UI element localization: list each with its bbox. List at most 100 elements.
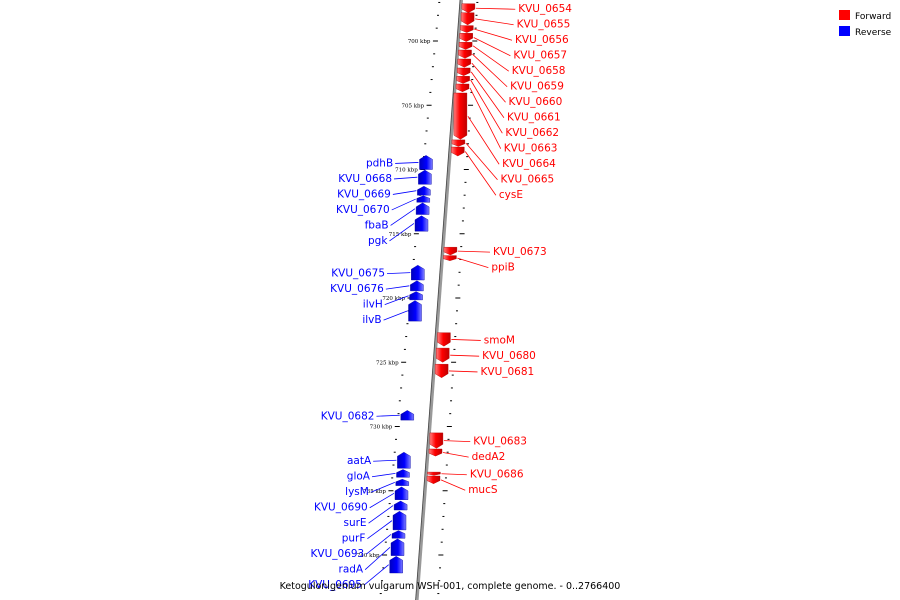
scale-label: 720 kbp	[382, 296, 405, 302]
gene-pgk[interactable]	[414, 215, 429, 232]
gene-label-connector	[471, 62, 506, 103]
gene-kvu-0683[interactable]	[429, 432, 444, 449]
gene-kvu-0673[interactable]	[443, 246, 458, 256]
gene-kvu-0665[interactable]	[451, 139, 466, 147]
gene-label-kvu-0659: KVU_0659	[510, 81, 564, 93]
gene-label-connector	[369, 492, 395, 509]
gene-label-connector	[457, 257, 489, 268]
gene-label-connector	[450, 354, 480, 357]
gene-gloa[interactable]	[396, 469, 410, 478]
gene-deda2[interactable]	[428, 448, 443, 457]
gene-label-kvu-0656: KVU_0656	[515, 34, 569, 46]
gene-label-connector	[391, 198, 416, 211]
gene-kvu-0668[interactable]	[418, 169, 432, 185]
gene-label-ilvh: ilvH	[363, 299, 383, 311]
gene-label-connector	[383, 310, 408, 321]
gene-kvu-0661[interactable]	[457, 67, 471, 76]
gene-label-kvu-0683: KVU_0683	[473, 436, 527, 448]
gene-label-kvu-0693: KVU_0693	[311, 548, 365, 560]
gene-rada[interactable]	[390, 538, 405, 556]
gene-kvu-0682[interactable]	[400, 410, 414, 421]
gene-label-rada: radA	[339, 564, 364, 576]
gene-label-connector	[475, 18, 514, 26]
gene-label-sure: surE	[343, 517, 366, 529]
gene-kvu-0675[interactable]	[411, 264, 425, 281]
gene-label-kvu-0660: KVU_0660	[509, 96, 563, 108]
scale-label: 705 kbp	[401, 103, 424, 109]
gene-label-connector	[376, 414, 400, 417]
gene-label-connector	[449, 370, 478, 373]
gene-kvu-0690[interactable]	[394, 486, 409, 500]
gene-kvu-0693[interactable]	[391, 530, 406, 539]
gene-kvu-0695[interactable]	[389, 556, 403, 574]
gene-kvu-0654[interactable]	[461, 3, 476, 13]
gene-label-connector	[373, 459, 397, 462]
scale-label: 735 kbp	[363, 489, 386, 495]
gene-lysm[interactable]	[395, 478, 409, 486]
gene-label-connector	[442, 452, 469, 458]
genes	[389, 3, 476, 574]
gene-kvu-0681[interactable]	[434, 364, 449, 378]
gene-label-ppib: ppiB	[491, 262, 514, 274]
gene-kvu-0657[interactable]	[459, 33, 473, 42]
gene-label-kvu-0675: KVU_0675	[331, 268, 385, 280]
gene-kvu-0670[interactable]	[416, 195, 430, 203]
gene-ppib[interactable]	[443, 255, 457, 261]
gene-kvu-0658[interactable]	[458, 42, 473, 50]
gene-label-connector	[395, 162, 419, 164]
gene-label-connector	[440, 479, 466, 491]
gene-sure[interactable]	[393, 500, 408, 511]
gene-label-connector	[394, 176, 418, 180]
genome-caption: Ketogulonigenium vulgarum WSH-001, compl…	[280, 581, 621, 592]
gene-cyse[interactable]	[451, 146, 465, 157]
gene-label-connector	[371, 473, 396, 478]
gene-label-connector	[441, 473, 467, 476]
gene-ilvb[interactable]	[408, 300, 422, 322]
gene-labels: KVU_0654 KVU_0655 KVU_0656 KVU_0657 KVU_0658…	[308, 3, 572, 591]
scale-label: 730 kbp	[370, 425, 393, 431]
scale-label: 725 kbp	[376, 360, 399, 366]
scale-label: 740 kbp	[357, 553, 380, 559]
gene-fbab[interactable]	[415, 202, 430, 215]
gene-label-connector	[465, 142, 498, 180]
gene-kvu-0660[interactable]	[457, 58, 471, 68]
gene-purf[interactable]	[392, 511, 407, 531]
gene-kvu-0686[interactable]	[427, 471, 441, 476]
gene-label-purf: purF	[342, 533, 366, 545]
gene-label-aata: aatA	[347, 455, 372, 467]
gene-label-connector	[385, 285, 410, 290]
gene-label-gloa: gloA	[347, 471, 371, 483]
gene-label-connector	[390, 208, 416, 226]
gene-label-kvu-0654: KVU_0654	[518, 3, 572, 15]
gene-pdhb[interactable]	[419, 155, 433, 170]
gene-label-connector	[368, 505, 394, 524]
legend-reverse-label: Reverse	[855, 28, 892, 38]
gene-label-kvu-0664: KVU_0664	[502, 158, 556, 170]
gene-label-connector	[366, 534, 392, 555]
gene-kvu-0669[interactable]	[417, 185, 431, 196]
gene-smom[interactable]	[437, 332, 451, 347]
gene-label-kvu-0680: KVU_0680	[482, 350, 536, 362]
gene-label-kvu-0662: KVU_0662	[505, 127, 559, 139]
gene-kvu-0676[interactable]	[410, 280, 424, 292]
gene-kvu-0664[interactable]	[453, 92, 468, 140]
gene-kvu-0659[interactable]	[458, 49, 472, 59]
gene-kvu-0656[interactable]	[460, 25, 474, 33]
gene-label-fbab: fbaB	[365, 219, 389, 231]
gene-mucs[interactable]	[426, 475, 441, 484]
gene-ilvh[interactable]	[409, 291, 423, 301]
scale-ticks: 700 kbp 705 kbp 710 kbp 715 kbp 720 kbp 725 k…	[357, 1, 479, 595]
gene-kvu-0662[interactable]	[456, 76, 470, 84]
gene-label-connector	[443, 440, 471, 443]
gene-kvu-0680[interactable]	[436, 347, 450, 363]
gene-aata[interactable]	[397, 451, 411, 469]
gene-kvu-0655[interactable]	[460, 12, 475, 26]
gene-label-kvu-0657: KVU_0657	[513, 50, 567, 62]
gene-label-connector	[457, 250, 490, 253]
scale-label: 715 kbp	[389, 232, 412, 238]
axis-line-edge	[415, 0, 461, 600]
gene-label-kvu-0663: KVU_0663	[504, 143, 558, 155]
gene-label-connector	[367, 520, 393, 540]
gene-kvu-0663[interactable]	[455, 83, 470, 93]
